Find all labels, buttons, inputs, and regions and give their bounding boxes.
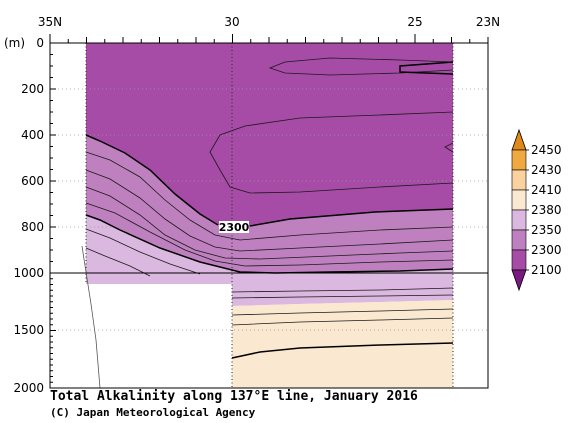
colorbar-label-2100: 2100 [531,263,562,277]
contour-label-2300: 2300 [219,221,250,234]
y-tick-label-800: 800 [21,220,44,234]
colorbar-label-2450: 2450 [531,143,562,157]
y-tick-label-200: 200 [21,82,44,96]
zone-below-2300 [86,43,453,229]
zone-2380-2410-deep [232,300,453,388]
colorbar-segment [511,169,527,191]
colorbar-extend-high [511,128,527,151]
y-tick-label-2000: 2000 [13,381,44,395]
colorbar-label-2380: 2380 [531,203,562,217]
left-axis-labels: 0 200 400 600 800 1000 1500 2000 [13,36,44,395]
zone-2300-2350 [86,135,453,273]
y-tick-label-1500: 1500 [13,323,44,337]
colorbar-segment [511,149,527,171]
data-fill-group [50,43,488,388]
x-tick-label-23N: 23N [476,15,500,29]
colorbar-segment [511,229,527,251]
top-axis-labels: 35N 30 25 23N [38,15,500,29]
bathymetry-line [81,245,101,388]
colorbar-label-2410: 2410 [531,183,562,197]
x-tick-label-35N: 35N [38,15,62,29]
contour-label-bg [219,221,249,233]
left-axis [50,42,56,389]
colorbar-extend-low [511,269,527,292]
colorbar-segment [511,209,527,231]
colorbar: 2450 2430 2410 2380 2350 2300 2100 [511,128,562,292]
y-axis-unit-label: (m) [4,36,25,50]
colorbar-segment [511,249,527,271]
x-tick-label-30: 30 [224,15,239,29]
colorbar-label-2300: 2300 [531,243,562,257]
top-axis [49,34,489,44]
station-lines [85,43,454,388]
colorbar-segment [511,189,527,211]
y-tick-label-0: 0 [36,36,44,50]
y-tick-label-1000: 1000 [13,266,44,280]
y-tick-label-400: 400 [21,128,44,142]
colorbar-label-2430: 2430 [531,163,562,177]
credit-text: (C) Japan Meteorological Agency [50,406,256,419]
colorbar-label-2350: 2350 [531,223,562,237]
y-tick-label-600: 600 [21,174,44,188]
contour-lines-thin [85,57,454,326]
chart-title: Total Alkalinity along 137°E line, Janua… [50,389,418,404]
x-tick-label-25: 25 [407,15,422,29]
contour-lines-bold [85,61,454,359]
